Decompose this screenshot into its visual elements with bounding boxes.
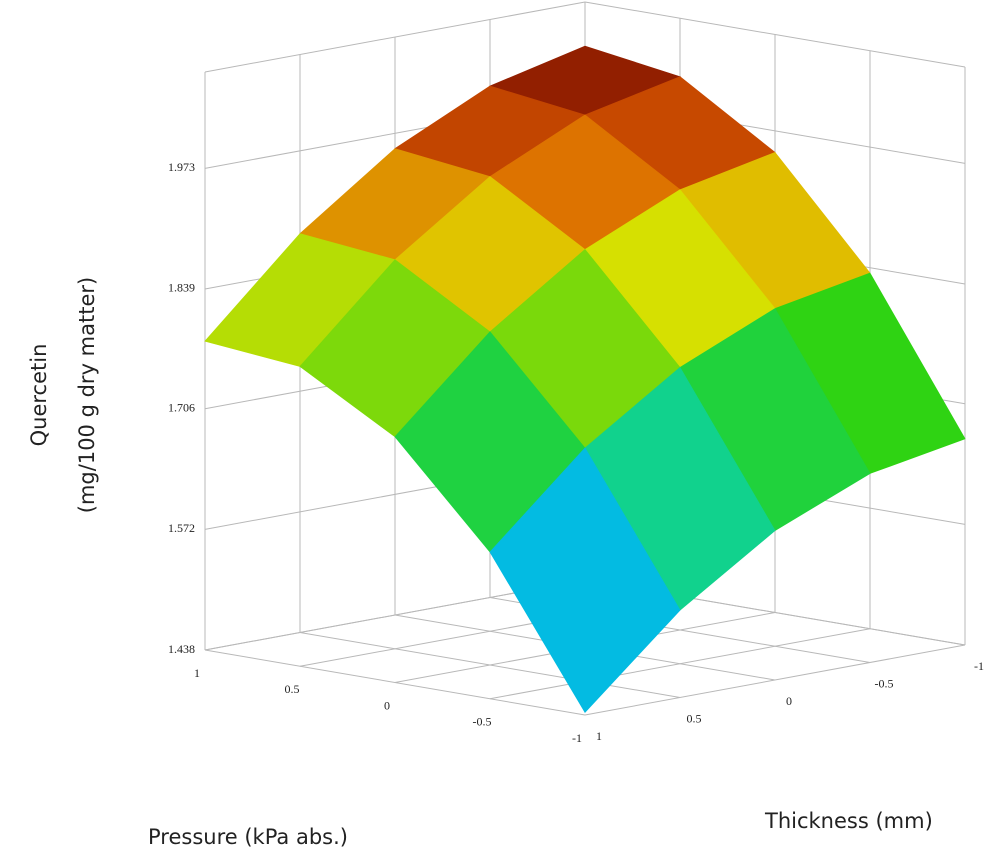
y-tick-label: -0.5: [875, 676, 894, 690]
y-tick-label: 0: [786, 694, 792, 708]
y-tick-label: -1: [974, 659, 984, 673]
z-axis-label: Quercetin: [27, 344, 51, 447]
y-tick-label: 1: [596, 729, 602, 743]
x-tick-label: 0.5: [285, 682, 300, 696]
z-axis-label: (mg/100 g dry matter): [75, 277, 99, 513]
z-tick-label: 1.973: [168, 160, 195, 174]
x-tick-label: -1: [572, 731, 582, 745]
x-tick-label: -0.5: [473, 715, 492, 729]
surface: [205, 46, 965, 712]
x-tick-label: 0: [384, 698, 390, 712]
x-tick-label: 1: [194, 666, 200, 680]
z-tick-label: 1.706: [168, 400, 195, 414]
x-axis-label: Pressure (kPa abs.): [148, 825, 348, 849]
grid-line: [585, 645, 965, 715]
y-axis-label: Thickness (mm): [764, 809, 933, 833]
chart: 1.438 1.572 1.706 1.839 1.973 1 0.5 0 -0.5 -1 1 0.5…: [0, 0, 984, 855]
y-tick-label: 0.5: [687, 711, 702, 725]
z-tick-label: 1.839: [168, 281, 195, 295]
z-tick-label: 1.572: [168, 521, 195, 535]
z-tick-label: 1.438: [168, 642, 195, 656]
